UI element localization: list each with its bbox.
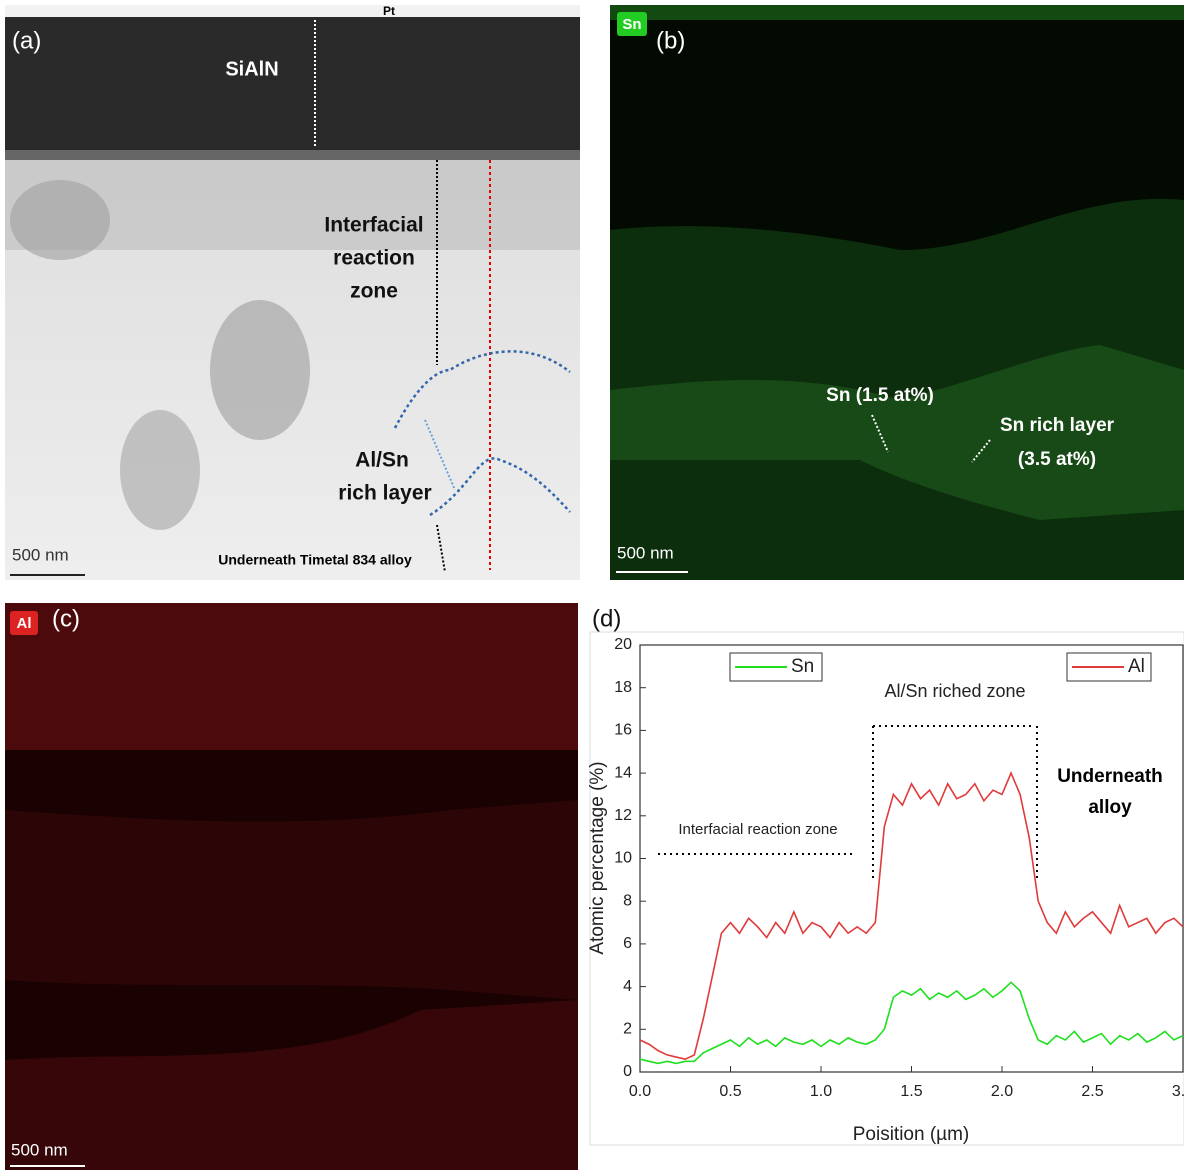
annotation: Underneath bbox=[1057, 766, 1163, 787]
panel-label: (c) bbox=[52, 605, 80, 632]
annotation: Sn (1.5 at%) bbox=[826, 385, 934, 406]
zone-label: zone bbox=[350, 280, 398, 303]
rich-label: Al/Sn bbox=[355, 449, 409, 472]
panel-a: Pt (a) SiAlN Interfacial reaction zone A… bbox=[5, 4, 580, 580]
panel-b: Sn (b) Sn (1.5 at%) Sn rich layer (3.5 a… bbox=[610, 5, 1184, 580]
annotation: Sn rich layer bbox=[1000, 415, 1115, 436]
y-tick-label: 8 bbox=[623, 892, 632, 909]
x-tick-label: 1.5 bbox=[900, 1083, 922, 1100]
legend-label: Al bbox=[1128, 656, 1145, 677]
label-pt: Pt bbox=[383, 4, 395, 18]
x-tick-label: 0.0 bbox=[629, 1083, 651, 1100]
y-tick-label: 18 bbox=[614, 679, 632, 696]
scale-label: 500 nm bbox=[12, 545, 69, 564]
annotation: Al/Sn riched zone bbox=[884, 681, 1025, 701]
panel-label: (a) bbox=[12, 27, 41, 54]
x-tick-label: 3.0 bbox=[1172, 1083, 1184, 1100]
element-tag: Al bbox=[17, 615, 32, 632]
y-tick-label: 16 bbox=[614, 722, 632, 739]
rich-label: rich layer bbox=[338, 482, 431, 505]
figure: Pt (a) SiAlN Interfacial reaction zone A… bbox=[0, 0, 1184, 1174]
x-tick-label: 2.0 bbox=[991, 1083, 1013, 1100]
y-tick-label: 14 bbox=[614, 764, 632, 781]
annotation: (3.5 at%) bbox=[1018, 449, 1096, 470]
y-tick-label: 4 bbox=[623, 978, 632, 995]
chart-frame bbox=[590, 632, 1184, 1145]
y-tick-label: 10 bbox=[614, 850, 632, 867]
element-tag: Sn bbox=[622, 16, 641, 33]
panel-label: (d) bbox=[592, 605, 621, 632]
annotation: alloy bbox=[1088, 797, 1132, 818]
x-tick-label: 2.5 bbox=[1081, 1083, 1103, 1100]
layer-label: SiAlN bbox=[225, 58, 278, 80]
x-tick-label: 1.0 bbox=[810, 1083, 832, 1100]
scale-label: 500 nm bbox=[617, 543, 674, 562]
x-axis-label: Poisition (µm) bbox=[853, 1124, 970, 1145]
y-axis-label: Atomic percentage (%) bbox=[587, 761, 608, 954]
scale-label: 500 nm bbox=[11, 1140, 68, 1159]
panel-d: (d) Poisition (µm) Atomic percentage (%)… bbox=[587, 605, 1184, 1145]
zone-label: Interfacial bbox=[324, 214, 423, 237]
panel-c: Al (c) 500 nm bbox=[5, 603, 578, 1170]
x-tick-label: 0.5 bbox=[719, 1083, 741, 1100]
zone-label: reaction bbox=[333, 247, 415, 270]
y-tick-label: 2 bbox=[623, 1021, 632, 1038]
y-tick-label: 20 bbox=[614, 636, 632, 653]
panel-label: (b) bbox=[656, 27, 685, 54]
y-tick-label: 12 bbox=[614, 807, 632, 824]
y-tick-label: 6 bbox=[623, 935, 632, 952]
legend-label: Sn bbox=[791, 656, 814, 677]
bottom-label: Underneath Timetal 834 alloy bbox=[218, 552, 412, 568]
y-tick-label: 0 bbox=[623, 1063, 632, 1080]
annotation: Interfacial reaction zone bbox=[678, 821, 837, 838]
